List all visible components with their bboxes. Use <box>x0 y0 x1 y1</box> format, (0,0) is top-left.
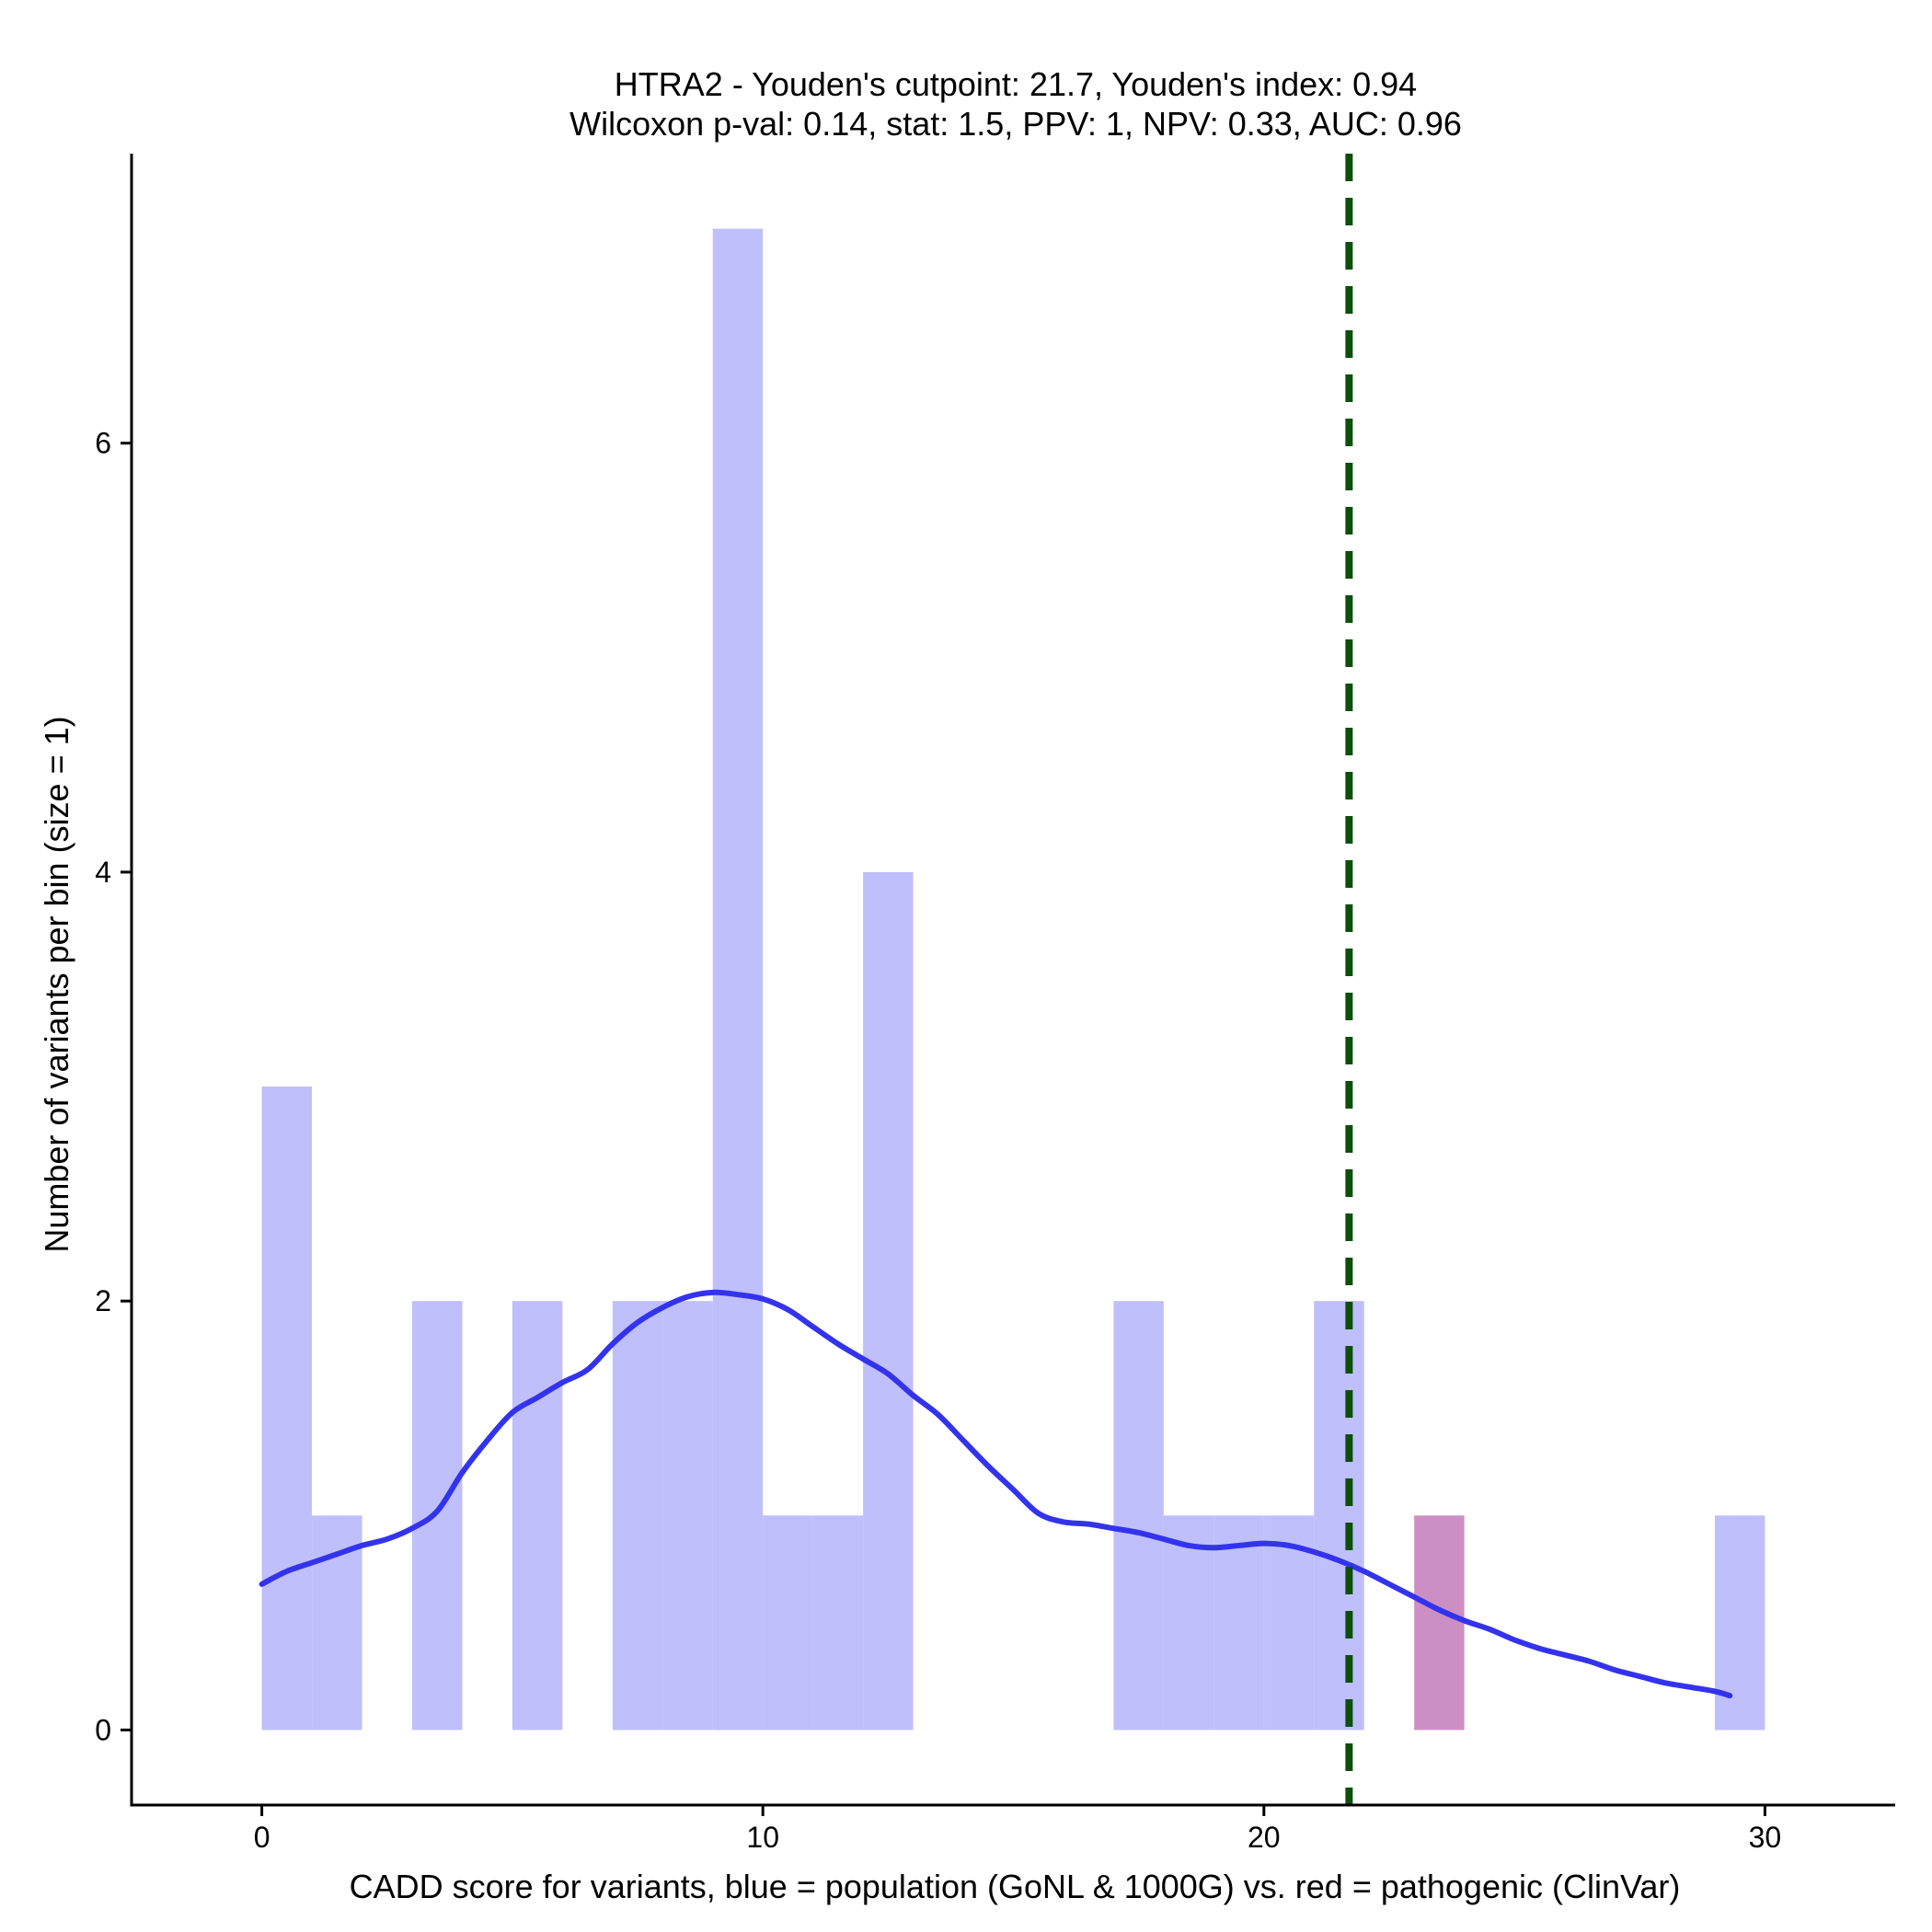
population-bar <box>512 1301 563 1731</box>
pathogenic-bar <box>1414 1515 1465 1731</box>
population-bar <box>1113 1301 1164 1731</box>
population-bar <box>1714 1515 1765 1731</box>
population-bar <box>1163 1515 1214 1731</box>
tick-labels: 0 10 20 30 0 2 4 6 <box>95 427 1781 1854</box>
x-tick-label: 10 <box>746 1821 779 1854</box>
y-axis-label: Number of variants per bin (size = 1) <box>38 716 75 1252</box>
chart-title-line-1: HTRA2 - Youden's cutpoint: 21.7, Youden'… <box>615 65 1417 103</box>
y-tick-label: 0 <box>95 1713 111 1746</box>
x-tick-label: 20 <box>1248 1821 1281 1854</box>
chart-title-line-2: Wilcoxon p-val: 0.14, stat: 1.5, PPV: 1,… <box>569 105 1462 143</box>
histogram-bars <box>261 228 1765 1731</box>
population-bar <box>612 1301 663 1731</box>
population-bar <box>763 1515 813 1731</box>
density-curve-layer <box>259 1289 1733 1699</box>
y-tick-label: 6 <box>95 427 111 460</box>
population-bar <box>1314 1301 1364 1731</box>
population-bar <box>261 1087 313 1731</box>
population-bar <box>662 1301 713 1731</box>
population-bar <box>1213 1515 1264 1731</box>
x-axis-label: CADD score for variants, blue = populati… <box>350 1868 1681 1905</box>
axes <box>121 154 1895 1816</box>
x-tick-label: 30 <box>1749 1821 1782 1854</box>
population-bar <box>712 228 764 1731</box>
y-tick-label: 4 <box>95 856 111 889</box>
population-bar <box>812 1515 864 1731</box>
x-tick-label: 0 <box>254 1821 270 1854</box>
y-tick-label: 2 <box>95 1284 111 1317</box>
population-bar <box>863 871 914 1731</box>
density-curve <box>259 1289 1733 1699</box>
population-bar <box>411 1301 463 1731</box>
